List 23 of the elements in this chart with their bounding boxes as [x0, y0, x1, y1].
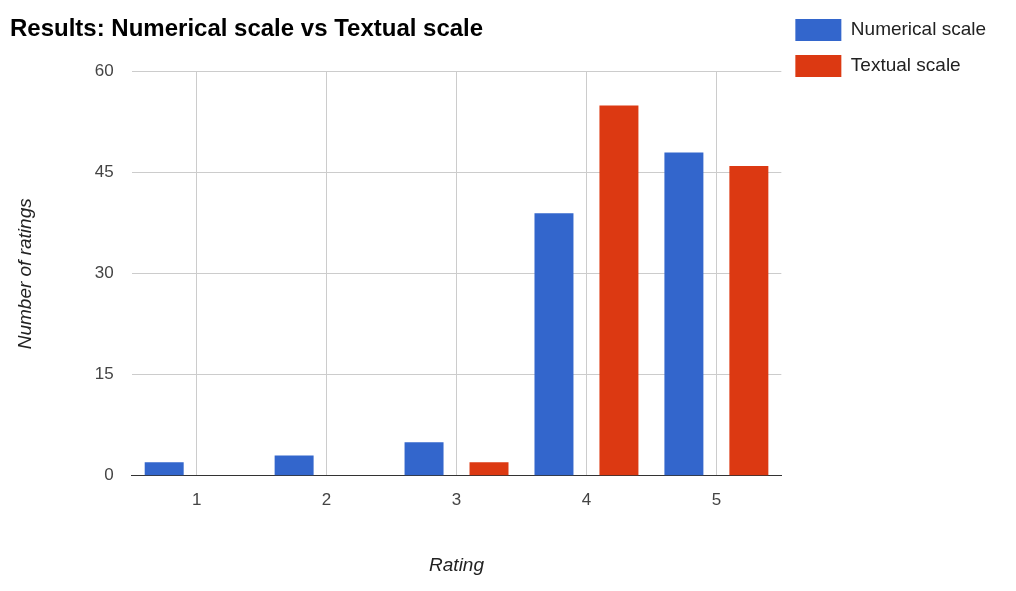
- legend-label: Numerical scale: [850, 18, 986, 40]
- bar: [404, 442, 444, 476]
- legend-label: Textual scale: [850, 54, 961, 76]
- y-tick-label: 30: [94, 263, 114, 283]
- bar: [729, 166, 769, 476]
- x-axis-title: Rating: [429, 553, 485, 575]
- y-tick-label: 0: [104, 465, 114, 485]
- bar: [144, 462, 184, 476]
- y-tick-label: 60: [94, 61, 114, 81]
- y-tick-label: 45: [94, 162, 114, 182]
- bar: [599, 105, 639, 476]
- bar: [274, 455, 314, 476]
- x-tick-label: 5: [711, 489, 722, 509]
- y-axis-title: Number of ratings: [13, 197, 35, 350]
- chart-title: Results: Numerical scale vs Textual scale: [10, 14, 484, 42]
- bar: [534, 213, 574, 476]
- bar: [664, 152, 704, 476]
- y-tick-label: 15: [94, 364, 114, 384]
- x-tick-label: 4: [581, 489, 592, 509]
- x-tick-label: 2: [321, 489, 332, 509]
- x-tick-label: 1: [191, 489, 202, 509]
- bar: [469, 462, 509, 476]
- x-tick-label: 3: [451, 489, 462, 509]
